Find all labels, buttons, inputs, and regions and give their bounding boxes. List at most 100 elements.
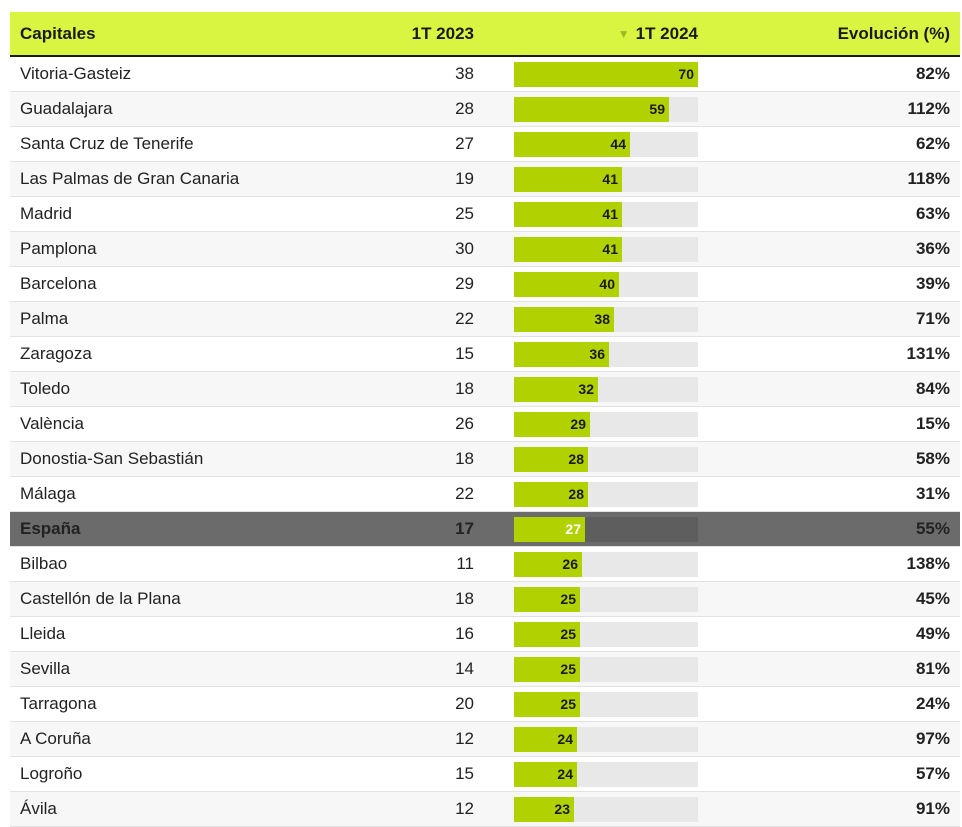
cell-city: Madrid bbox=[10, 196, 320, 232]
cell-1t-2024: 59 bbox=[514, 91, 698, 127]
cell-1t-2024: 25 bbox=[514, 651, 698, 687]
bar-track: 28 bbox=[514, 446, 698, 472]
bar-fill bbox=[514, 271, 619, 297]
bar-fill bbox=[514, 761, 577, 787]
cell-1t-2024: 25 bbox=[514, 686, 698, 722]
cell-1t-2023: 17 bbox=[320, 511, 474, 547]
bar-track: 25 bbox=[514, 691, 698, 717]
bar-fill bbox=[514, 166, 622, 192]
cell-evolution: 97% bbox=[698, 721, 960, 757]
cell-spacer bbox=[474, 336, 514, 372]
cell-1t-2023: 18 bbox=[320, 581, 474, 617]
bar-track: 41 bbox=[514, 166, 698, 192]
bar-fill bbox=[514, 61, 698, 87]
cell-spacer bbox=[474, 126, 514, 162]
bar-track: 44 bbox=[514, 131, 698, 157]
cell-spacer bbox=[474, 616, 514, 652]
cell-1t-2024: 27 bbox=[514, 511, 698, 547]
bar-track: 59 bbox=[514, 96, 698, 122]
capitals-table: Capitales 1T 2023 ▼ 1T 2024 Evolución (%)… bbox=[10, 12, 960, 827]
header-1t-2024[interactable]: ▼ 1T 2024 bbox=[514, 12, 698, 57]
sort-descending-icon[interactable]: ▼ bbox=[617, 26, 630, 41]
table-row: València 26 29 15% bbox=[10, 406, 960, 442]
table-row: A Coruña 12 24 97% bbox=[10, 721, 960, 757]
bar-value-label: 27 bbox=[565, 520, 581, 537]
cell-1t-2024: 70 bbox=[514, 56, 698, 92]
cell-city: Toledo bbox=[10, 371, 320, 407]
cell-1t-2023: 18 bbox=[320, 441, 474, 477]
cell-1t-2023: 19 bbox=[320, 161, 474, 197]
cell-evolution: 15% bbox=[698, 406, 960, 442]
table-row: España 17 27 55% bbox=[10, 511, 960, 547]
cell-evolution: 112% bbox=[698, 91, 960, 127]
bar-fill bbox=[514, 96, 669, 122]
cell-evolution: 81% bbox=[698, 651, 960, 687]
cell-evolution: 45% bbox=[698, 581, 960, 617]
header-1t-2023[interactable]: 1T 2023 bbox=[320, 12, 474, 57]
cell-1t-2023: 15 bbox=[320, 756, 474, 792]
table-row: Donostia-San Sebastián 18 28 58% bbox=[10, 441, 960, 477]
cell-spacer bbox=[474, 581, 514, 617]
bar-value-label: 59 bbox=[649, 100, 665, 117]
table-row: Palma 22 38 71% bbox=[10, 301, 960, 337]
bar-value-label: 40 bbox=[599, 275, 615, 292]
cell-evolution: 91% bbox=[698, 791, 960, 827]
bar-value-label: 41 bbox=[602, 170, 618, 187]
bar-value-label: 38 bbox=[594, 310, 610, 327]
cell-city: Donostia-San Sebastián bbox=[10, 441, 320, 477]
cell-1t-2023: 28 bbox=[320, 91, 474, 127]
cell-evolution: 63% bbox=[698, 196, 960, 232]
cell-1t-2023: 11 bbox=[320, 546, 474, 582]
cell-city: Santa Cruz de Tenerife bbox=[10, 126, 320, 162]
cell-1t-2023: 26 bbox=[320, 406, 474, 442]
cell-spacer bbox=[474, 161, 514, 197]
cell-spacer bbox=[474, 56, 514, 92]
cell-1t-2024: 24 bbox=[514, 721, 698, 757]
cell-evolution: 58% bbox=[698, 441, 960, 477]
table-row: Lleida 16 25 49% bbox=[10, 616, 960, 652]
cell-city: Sevilla bbox=[10, 651, 320, 687]
cell-evolution: 118% bbox=[698, 161, 960, 197]
bar-fill bbox=[514, 621, 580, 647]
bar-track: 26 bbox=[514, 551, 698, 577]
cell-city: Vitoria-Gasteiz bbox=[10, 56, 320, 92]
table-body: Vitoria-Gasteiz 38 70 82% Guadalajara 28 59 112… bbox=[10, 56, 960, 827]
bar-value-label: 28 bbox=[568, 485, 584, 502]
cell-1t-2024: 26 bbox=[514, 546, 698, 582]
bar-fill bbox=[514, 691, 580, 717]
cell-1t-2024: 25 bbox=[514, 581, 698, 617]
cell-evolution: 82% bbox=[698, 56, 960, 92]
cell-spacer bbox=[474, 511, 514, 547]
cell-evolution: 71% bbox=[698, 301, 960, 337]
cell-1t-2024: 23 bbox=[514, 791, 698, 827]
bar-fill bbox=[514, 446, 588, 472]
cell-1t-2023: 22 bbox=[320, 301, 474, 337]
cell-evolution: 36% bbox=[698, 231, 960, 267]
table-row: Logroño 15 24 57% bbox=[10, 756, 960, 792]
cell-city: Pamplona bbox=[10, 231, 320, 267]
cell-1t-2023: 15 bbox=[320, 336, 474, 372]
table-row: Tarragona 20 25 24% bbox=[10, 686, 960, 722]
bar-value-label: 25 bbox=[560, 695, 576, 712]
bar-value-label: 25 bbox=[560, 590, 576, 607]
table-row: Castellón de la Plana 18 25 45% bbox=[10, 581, 960, 617]
cell-city: España bbox=[10, 511, 320, 547]
bar-fill bbox=[514, 726, 577, 752]
cell-1t-2024: 25 bbox=[514, 616, 698, 652]
cell-spacer bbox=[474, 721, 514, 757]
table-row: Barcelona 29 40 39% bbox=[10, 266, 960, 302]
header-city[interactable]: Capitales bbox=[10, 12, 320, 57]
cell-city: Lleida bbox=[10, 616, 320, 652]
cell-1t-2024: 41 bbox=[514, 196, 698, 232]
cell-city: Zaragoza bbox=[10, 336, 320, 372]
bar-fill bbox=[514, 376, 598, 402]
bar-value-label: 29 bbox=[570, 415, 586, 432]
header-evolution[interactable]: Evolución (%) bbox=[698, 12, 960, 57]
cell-1t-2023: 27 bbox=[320, 126, 474, 162]
bar-track: 24 bbox=[514, 761, 698, 787]
bar-value-label: 70 bbox=[678, 65, 694, 82]
cell-spacer bbox=[474, 266, 514, 302]
cell-spacer bbox=[474, 441, 514, 477]
bar-track: 41 bbox=[514, 201, 698, 227]
cell-1t-2024: 32 bbox=[514, 371, 698, 407]
